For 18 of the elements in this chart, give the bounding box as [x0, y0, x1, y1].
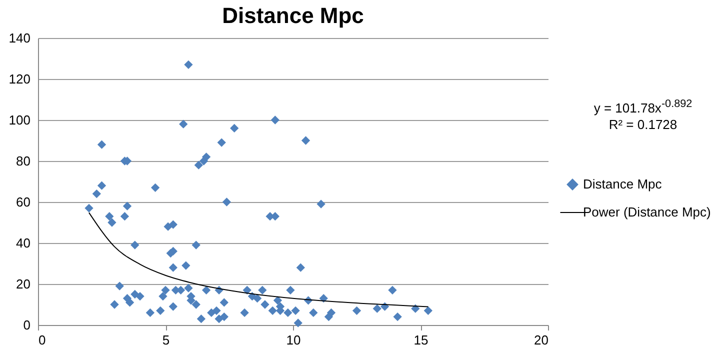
y-tick-label: 120	[8, 72, 30, 86]
y-tick-label: 100	[8, 112, 30, 128]
chart-title: Distance Mpc	[222, 3, 364, 28]
legend-label: Distance Mpc	[583, 176, 662, 192]
y-tick-label: 0	[23, 318, 30, 332]
y-tick-label: 40	[16, 236, 30, 250]
text: y = 101.78x$^{-0.892}$	[592, 97, 694, 116]
text: R² = 0.1728	[608, 116, 678, 134]
x-tick-label: 15	[414, 332, 428, 348]
x-tick-label: 10	[286, 332, 301, 348]
y-tick-label: 60	[16, 194, 30, 210]
legend-label: Power (Distance Mpc)	[583, 204, 711, 220]
y-tick-label: 140	[8, 30, 30, 46]
y-tick-label: 20	[16, 276, 30, 292]
x-tick-label: 5	[162, 332, 170, 348]
x-tick-label: 20	[534, 332, 548, 348]
x-tick-label: 0	[38, 332, 46, 348]
y-tick-label: 80	[16, 154, 30, 168]
